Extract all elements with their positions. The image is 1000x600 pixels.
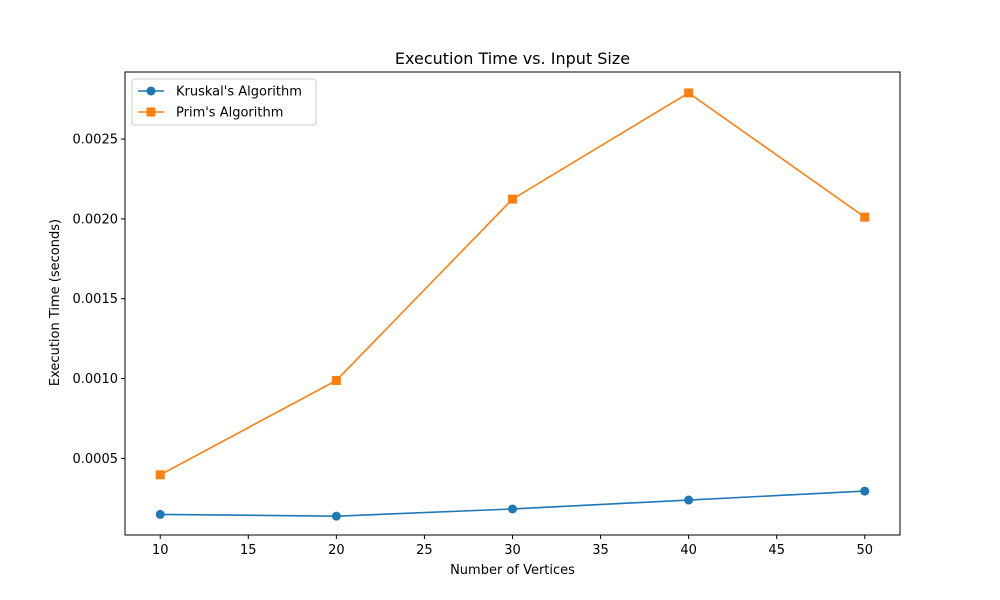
data-point-kruskal-s-algorithm xyxy=(860,486,870,496)
data-point-prim-s-algorithm xyxy=(508,194,517,204)
data-point-prim-s-algorithm xyxy=(684,88,694,98)
data-point-kruskal-s-algorithm xyxy=(331,511,341,521)
legend: Kruskal's Algorithm Prim's Algorithm xyxy=(131,78,317,126)
data-point-kruskal-s-algorithm xyxy=(508,504,517,514)
data-point-kruskal-s-algorithm xyxy=(684,495,694,505)
x-tick-label: 20 xyxy=(328,543,345,558)
x-tick-label: 50 xyxy=(856,543,873,558)
data-point-prim-s-algorithm xyxy=(860,212,870,222)
legend-marker-kruskal-s-algorithm xyxy=(146,86,156,96)
x-tick-label: 10 xyxy=(152,543,169,558)
x-tick-label: 45 xyxy=(768,543,785,558)
data-point-prim-s-algorithm xyxy=(155,470,165,480)
legend-label-prim-s-algorithm: Prim's Algorithm xyxy=(176,106,283,121)
y-tick-label: 0.0015 xyxy=(73,292,119,307)
x-tick-label: 15 xyxy=(240,543,257,558)
y-tick-label: 0.0020 xyxy=(73,212,119,227)
plot-frame xyxy=(124,71,901,536)
x-tick-label: 35 xyxy=(592,543,609,558)
x-tick-label: 25 xyxy=(416,543,433,558)
data-point-prim-s-algorithm xyxy=(331,375,341,385)
y-axis-label: Execution Time (seconds) xyxy=(48,219,63,386)
series-line-prim-s-algorithm xyxy=(159,91,866,476)
y-tick-label: 0.0025 xyxy=(73,133,119,148)
y-tick-label: 0.0010 xyxy=(73,372,119,387)
legend-label-kruskal-s-algorithm: Kruskal's Algorithm xyxy=(176,85,302,100)
legend-marker-prim-s-algorithm xyxy=(146,107,156,117)
y-tick-label: 0.0005 xyxy=(73,452,119,467)
legend-box xyxy=(131,78,317,126)
plot-area: 10 15 20 25 30 35 40 45 50 0.0005 0.0010 0.0015 0.00… xyxy=(73,71,901,558)
chart-title: Execution Time vs. Input Size xyxy=(395,49,630,68)
x-tick-label: 40 xyxy=(680,543,697,558)
x-tick-label: 30 xyxy=(504,543,521,558)
data-point-kruskal-s-algorithm xyxy=(155,509,165,519)
x-axis-label: Number of Vertices xyxy=(450,563,575,578)
